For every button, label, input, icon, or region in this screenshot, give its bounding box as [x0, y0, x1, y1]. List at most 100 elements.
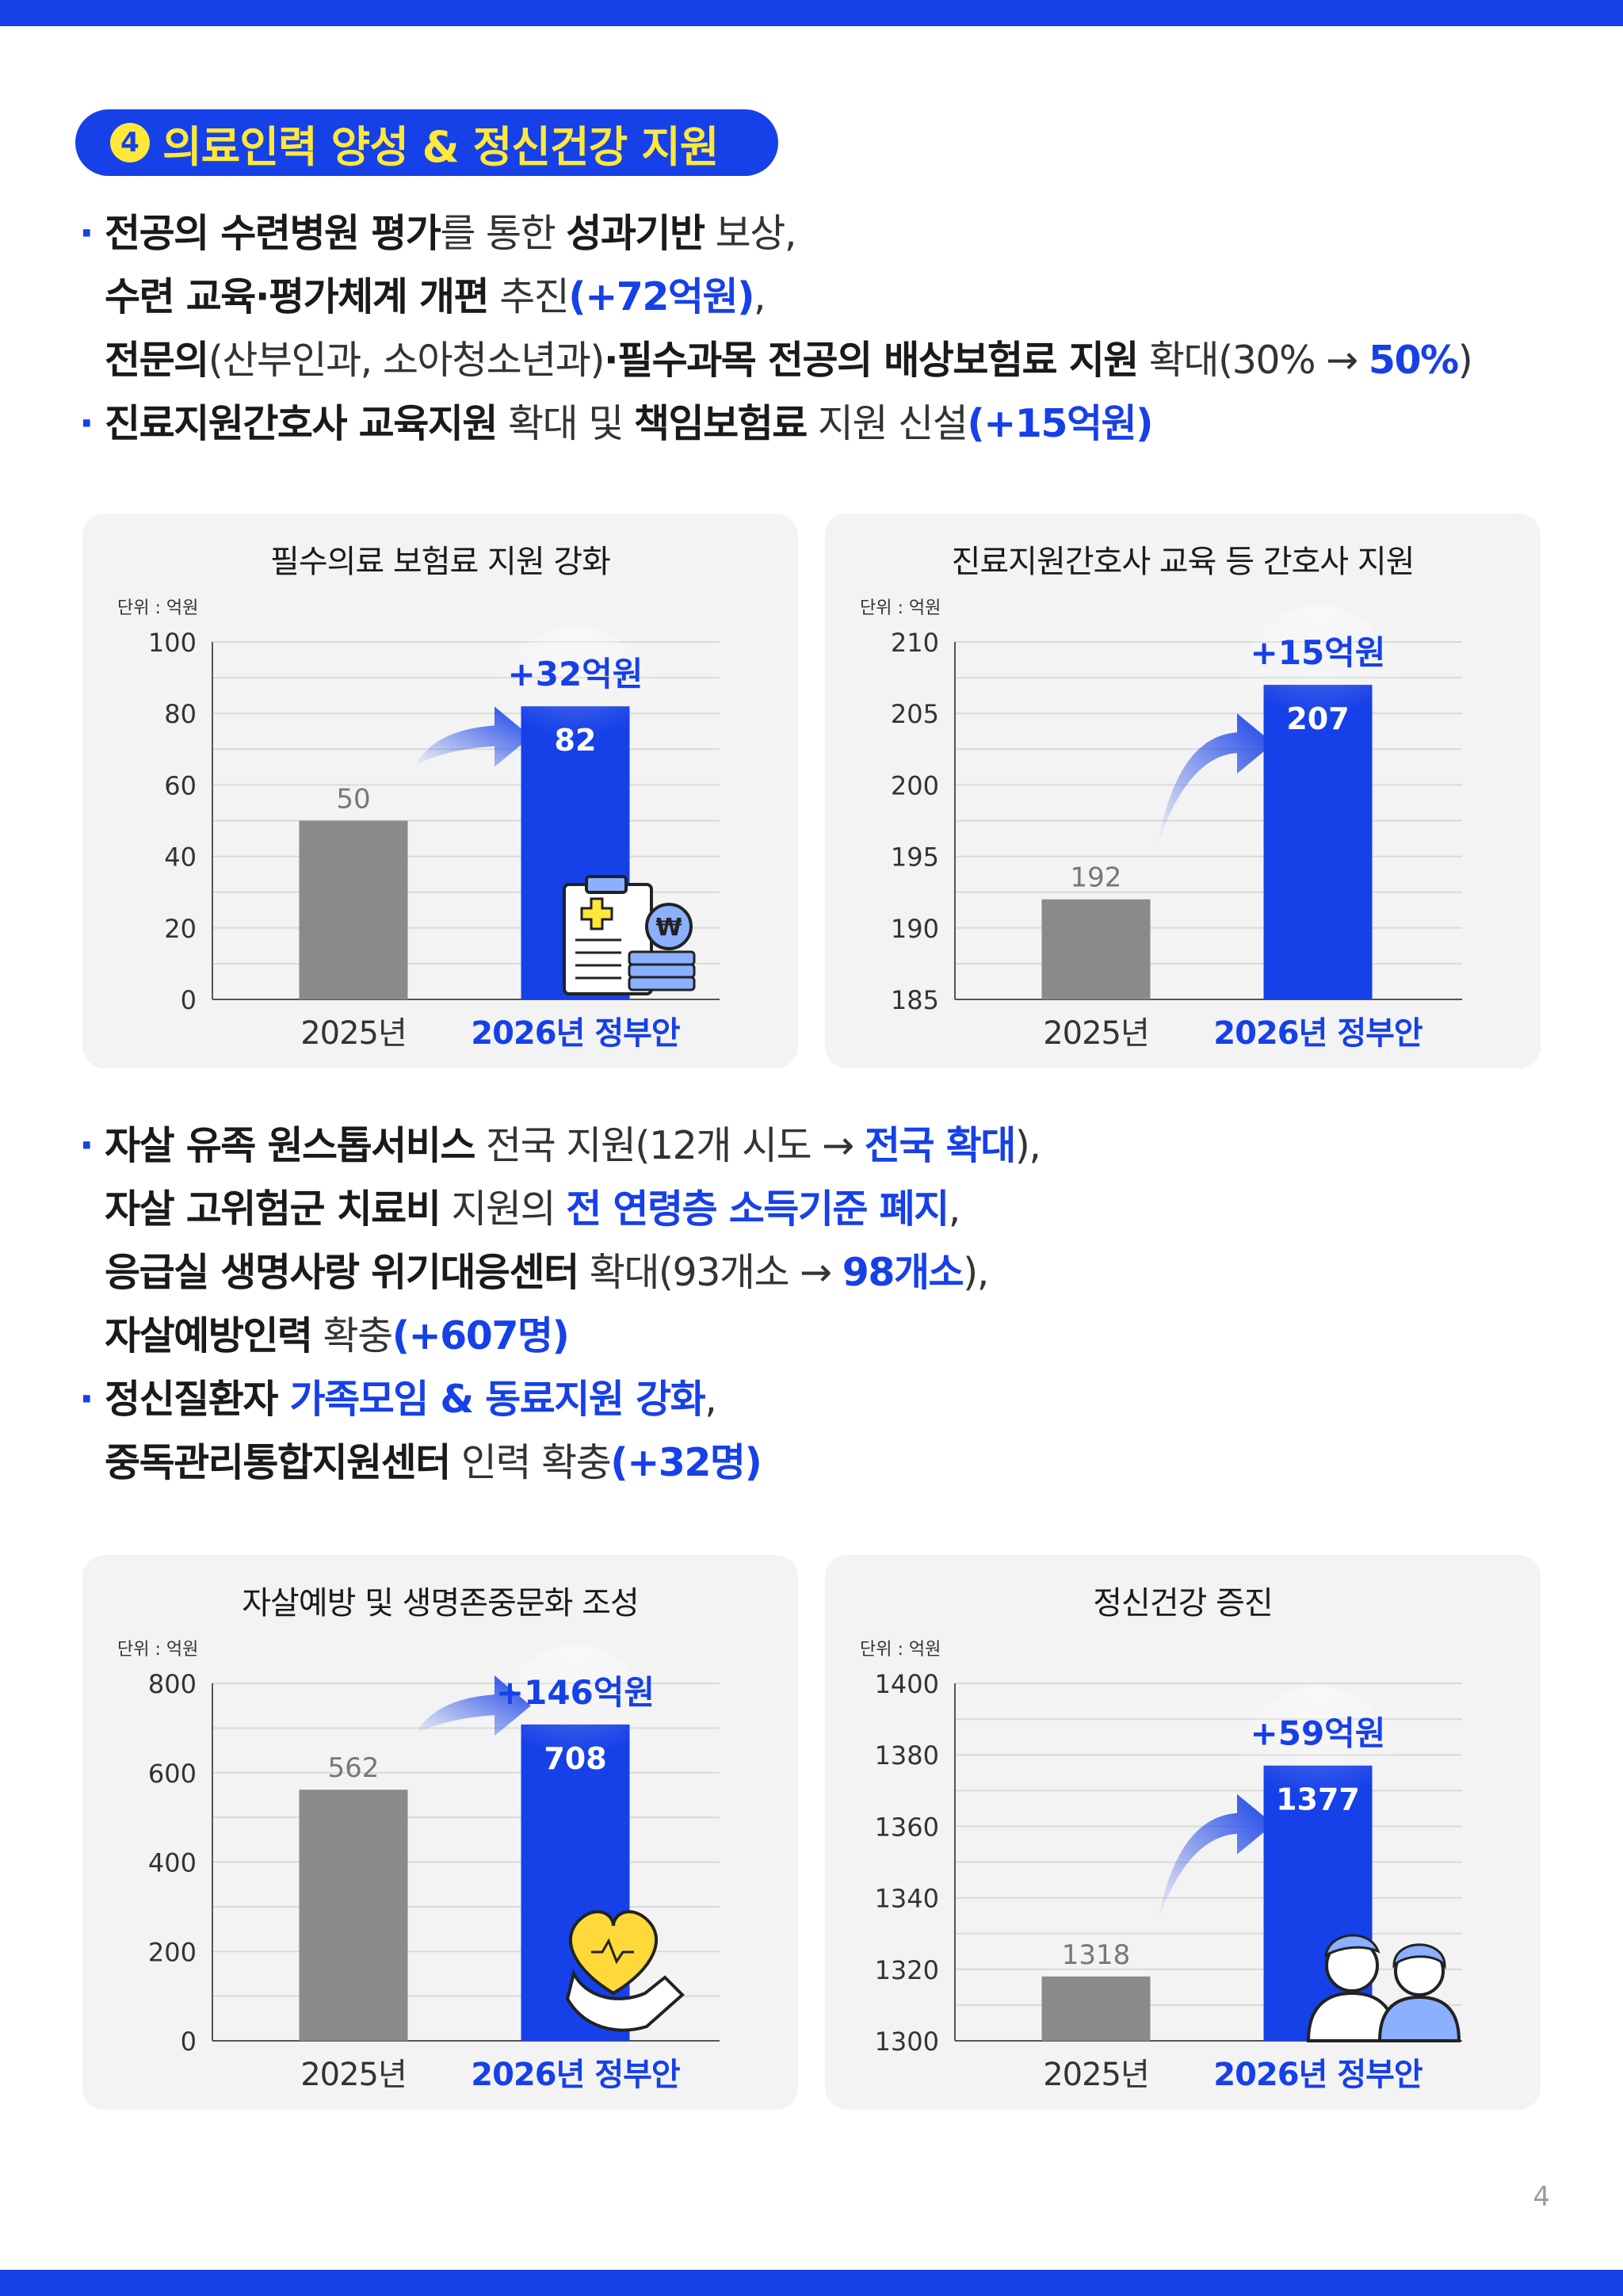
bar-glow: [1239, 1686, 1396, 1845]
x-tick-label: 2025년: [300, 2057, 407, 2093]
bar-2025: [299, 820, 408, 999]
x-tick-label: 2026년 정부안: [471, 2057, 681, 2093]
coin-stack-mark: [628, 976, 696, 991]
person-right-body: [1377, 1995, 1461, 2042]
bullet-text: ,: [948, 1186, 961, 1232]
bullet-text: 지원 신설: [806, 401, 968, 446]
bullet-item: · 정신질환자 가족모임 & 동료지원 강화, 중독관리통합지원센터 인력 확충(+…: [79, 1368, 1609, 1495]
increase-label: +59억원: [1251, 1714, 1386, 1753]
pulse-line: [591, 1938, 634, 1965]
chart-title: 진료지원간호사 교육 등 간호사 지원: [951, 544, 1415, 580]
bullet-text: ),: [1014, 1123, 1041, 1168]
bar-glow: [497, 627, 654, 786]
unit-label: 단위 : 억원: [860, 598, 941, 618]
bullet-line: 수련 교육·평가체계 개편 추진(+72억원),: [105, 266, 1609, 329]
bullet-item: · 진료지원간호사 교육지원 확대 및 책임보험료 지원 신설(+15억원): [79, 392, 1609, 456]
bar-chart: 단위 : 억원 185 190 195 200 205 210 192 2025년 207 +15억…: [860, 598, 1462, 1052]
y-tick-label: 1300: [875, 2027, 939, 2057]
bullet-text: 책임보험료: [633, 401, 808, 446]
bullet-dot: ·: [79, 211, 94, 256]
chart-title: 정신건강 증진: [1093, 1585, 1274, 1622]
won-sign: ₩: [655, 914, 682, 942]
increase-arrow-icon: [415, 706, 531, 767]
x-tick-label: 2025년: [1043, 2057, 1149, 2093]
bullet-text: 전 연령층 소득기준 폐지: [566, 1186, 949, 1232]
bullet-text: 중독관리통합지원센터: [105, 1440, 451, 1485]
bullet-line: 응급실 생명사랑 위기대응센터 확대(93개소 → 98개소),: [105, 1241, 1609, 1305]
bullet-dot: ·: [79, 1123, 94, 1168]
bullet-text: 가족모임 & 동료지원 강화: [289, 1377, 705, 1422]
x-tick-label: 2026년 정부안: [1213, 1015, 1423, 1052]
increase-arrow-icon: [1158, 713, 1274, 844]
bullet-text: 확대(93개소 →: [578, 1250, 842, 1295]
bar-glow: [1239, 606, 1396, 765]
data-label: 1318: [1062, 1939, 1131, 1971]
bullet-text: 전국 확대: [864, 1123, 1016, 1168]
bullet-text: (+15억원): [967, 401, 1153, 446]
y-tick-label: 0: [181, 2027, 197, 2057]
bottom-accent-bar: [0, 2270, 1623, 2296]
bullet-line: 중독관리통합지원센터 인력 확충(+32명): [105, 1431, 1609, 1495]
y-tick-label: 800: [148, 1669, 197, 1699]
coin-stack-mark: [628, 950, 696, 966]
x-tick-label: 2025년: [1043, 1015, 1149, 1052]
bullet-line: 정신질환자 가족모임 & 동료지원 강화,: [105, 1368, 1609, 1431]
bullet-text: 응급실 생명사랑 위기대응센터: [105, 1250, 579, 1295]
bar-chart: 단위 : 억원 0 20 40 60 80 100 50 2025년 82 +32억원 2026년 정…: [117, 598, 720, 1052]
bullet-text: 를 통한: [440, 211, 567, 256]
bullet-line: 자살 유족 원스톱서비스 전국 지원(12개 시도 → 전국 확대),: [105, 1114, 1609, 1178]
bullet-text: 추진: [488, 274, 570, 319]
clip-shape: [585, 875, 628, 894]
bullet-line: 전문의(산부인과, 소아청소년과)·필수과목 전공의 배상보험료 지원 확대(3…: [105, 329, 1609, 392]
bullet-text: 자살 고위험군 치료비: [105, 1186, 441, 1232]
y-tick-label: 1320: [875, 1955, 939, 1985]
bullet-dot: ·: [79, 401, 94, 446]
y-tick-label: 80: [164, 699, 197, 729]
cross-mark: [580, 897, 613, 930]
person-left-hair: [1324, 1934, 1381, 1958]
page-number: 4: [1533, 2181, 1550, 2213]
bullet-text: 전공의 수련병원 평가: [105, 211, 441, 256]
top-accent-bar: [0, 0, 1623, 26]
bullet-text: ,: [754, 274, 766, 319]
bullet-text: (+607명): [391, 1313, 570, 1358]
bullet-item: · 자살 유족 원스톱서비스 전국 지원(12개 시도 → 전국 확대), 자살 고…: [79, 1114, 1609, 1368]
increase-arrow-icon: [415, 1675, 531, 1736]
x-tick-label: 2026년 정부안: [471, 1015, 681, 1052]
chart-panel-suicide-prevention: 자살예방 및 생명존중문화 조성 단위 : 억원 0 200 400 600 800 562…: [82, 1555, 798, 2110]
increase-arrow-icon: [1158, 1794, 1274, 1921]
bar-glow: [497, 1645, 654, 1804]
y-tick-label: 1380: [875, 1740, 939, 1771]
bullet-text: 자살 유족 원스톱서비스: [105, 1123, 475, 1168]
increase-label: +15억원: [1251, 633, 1386, 672]
chart-panel-mental-health: 정신건강 증진 단위 : 억원 1300 1320 1340 1360 1380 1400 1…: [825, 1555, 1541, 2110]
chart-panel-essential-insurance: 필수의료 보험료 지원 강화 단위 : 억원 0 20 40 60 80 100 50 2025…: [82, 514, 798, 1068]
chart-panel-nurse-support: 진료지원간호사 교육 등 간호사 지원 단위 : 억원 185 190 195 200 2…: [825, 514, 1541, 1068]
increase-label: +32억원: [508, 655, 643, 693]
bullet-line: 진료지원간호사 교육지원 확대 및 책임보험료 지원 신설(+15억원): [105, 392, 1609, 456]
bullet-text: 진료지원간호사 교육지원: [105, 401, 498, 446]
hand-shape: [565, 1969, 685, 2032]
data-label: 708: [544, 1741, 606, 1776]
bullet-text: ·필수과목 전공의 배상보험료 지원: [603, 338, 1139, 383]
y-tick-label: 100: [148, 628, 197, 658]
y-tick-label: 200: [891, 770, 939, 800]
bullet-text: 98개소: [842, 1250, 964, 1295]
y-tick-label: 20: [164, 914, 197, 944]
section-title: 의료인력 양성 & 정신건강 지원: [162, 121, 719, 172]
clipboard-won-coins-icon: ₩: [563, 875, 696, 995]
bullet-text: 전문의: [105, 338, 209, 383]
data-label: 82: [555, 723, 597, 758]
y-tick-label: 185: [891, 985, 939, 1015]
bullet-list-bottom: · 자살 유족 원스톱서비스 전국 지원(12개 시도 → 전국 확대), 자살 고…: [79, 1114, 1609, 1495]
unit-label: 단위 : 억원: [117, 1640, 198, 1660]
y-tick-label: 400: [148, 1848, 197, 1878]
y-tick-label: 1360: [875, 1812, 939, 1842]
bullet-text: 보상,: [704, 211, 797, 256]
unit-label: 단위 : 억원: [860, 1640, 941, 1660]
data-label: 192: [1071, 862, 1122, 894]
data-label: 207: [1286, 701, 1349, 736]
y-tick-label: 195: [891, 842, 939, 873]
bullet-text: 확대 및: [496, 401, 634, 446]
bar-2025: [1041, 899, 1151, 999]
